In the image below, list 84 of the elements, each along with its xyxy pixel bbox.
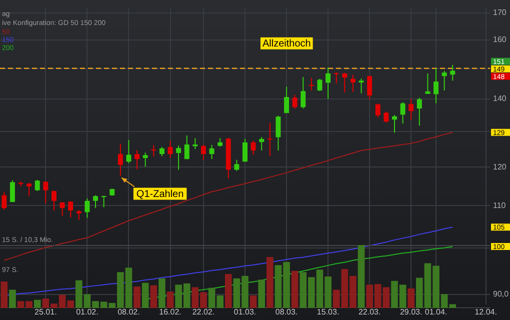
bar (34, 300, 41, 308)
y-tick-label: 140 (493, 94, 507, 104)
candlestick (334, 72, 339, 84)
candlestick (10, 180, 15, 203)
x-tick-label: 01.04. (424, 307, 448, 316)
candlestick (375, 103, 380, 118)
y-tick-label: 160 (493, 35, 507, 44)
bar (291, 270, 298, 308)
x-tick-label: 25.01. (34, 307, 57, 316)
candlestick (250, 140, 256, 156)
bar (166, 292, 174, 308)
candlestick (134, 150, 140, 170)
x-tick-label: 22.02. (192, 307, 215, 316)
bar (150, 285, 158, 308)
candlestick (200, 144, 206, 160)
y-tick-label: 90,0 (493, 290, 510, 299)
candlestick (43, 180, 48, 204)
candlestick (400, 102, 406, 124)
annotation: Q1-Zahlen (136, 188, 184, 200)
candlestick (34, 179, 40, 192)
candlestick (68, 200, 74, 218)
candlestick (176, 145, 182, 170)
x-tick-label: 01.03. (234, 307, 256, 316)
bar (9, 290, 16, 308)
candlestick (367, 75, 372, 100)
candlestick (408, 98, 414, 120)
candlestick (151, 144, 156, 158)
candlestick (434, 68, 439, 104)
candlestick (267, 122, 272, 156)
y-tick-label: 170 (493, 8, 507, 18)
candlestick (416, 97, 422, 126)
candlestick (184, 134, 190, 160)
candlestick (292, 94, 298, 109)
x-tick-label: 01.02. (76, 307, 98, 316)
bar (0, 282, 8, 308)
bar (134, 286, 140, 308)
candlestick (26, 182, 32, 197)
candlestick (317, 78, 322, 92)
x-tick-label: 08.02. (118, 307, 140, 316)
bar (142, 282, 149, 308)
candlestick (276, 115, 281, 151)
x-tick-label: 12.04. (474, 307, 497, 316)
candlestick (358, 78, 364, 94)
x-tick-label: 29.03. (400, 307, 422, 316)
bar (258, 280, 266, 308)
bar (408, 288, 415, 308)
bar (266, 256, 274, 308)
bar (158, 278, 166, 308)
candlestick (209, 144, 214, 160)
candlestick (326, 66, 331, 100)
candlestick (51, 190, 56, 211)
candlestick (234, 159, 240, 172)
candlestick (84, 198, 90, 218)
candlestick (126, 139, 132, 164)
candlestick (76, 210, 82, 220)
candlestick (308, 77, 314, 91)
candlestick (392, 114, 397, 134)
candlestick (425, 72, 430, 94)
candlestick (118, 143, 123, 176)
x-tick-label: 08.03. (275, 307, 298, 316)
candlestick (142, 152, 148, 168)
candlestick (284, 86, 290, 114)
candlestick (442, 70, 447, 91)
y-tick-label: 120 (493, 162, 507, 172)
candlestick (93, 194, 98, 209)
bar (358, 245, 365, 308)
x-tick-label: 22.03. (358, 307, 381, 316)
x-tick-label: 15.03. (316, 307, 340, 316)
bar (250, 295, 257, 308)
candlestick (384, 110, 389, 124)
y-tick-label: 110 (493, 200, 506, 210)
candlestick (259, 136, 264, 151)
candlestick (450, 64, 456, 82)
ref-line-label: Allzeithoch (262, 38, 311, 50)
candlestick (60, 202, 65, 216)
candlestick (300, 76, 306, 109)
candlestick (350, 74, 356, 93)
x-tick-label: 16.02. (159, 307, 182, 316)
candlestick (342, 72, 348, 94)
bar (224, 274, 232, 308)
candlestick (2, 191, 7, 210)
candlestick (242, 138, 248, 162)
candlestick (159, 146, 164, 157)
candlestick (101, 195, 106, 208)
